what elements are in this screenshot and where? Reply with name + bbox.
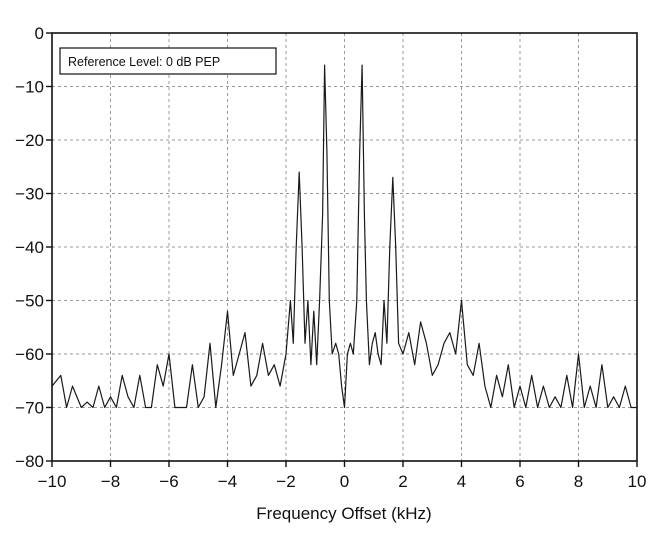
y-tick-label: 0 [35,24,44,43]
grid [52,33,637,461]
y-tick-label: −60 [15,345,44,364]
y-tick-label: −70 [15,399,44,418]
y-tick-label: −80 [15,452,44,471]
y-axis-ticks: 0 −10 −20 −30 −40 −50 −60 −70 −80 [15,24,52,471]
x-tick-label: −8 [101,472,120,491]
y-tick-label: −50 [15,292,44,311]
x-tick-label: 6 [515,472,524,491]
x-tick-label: 2 [398,472,407,491]
legend-label: Reference Level: 0 dB PEP [68,55,220,69]
x-tick-label: 10 [628,472,647,491]
x-tick-label: −10 [38,472,67,491]
y-tick-label: −30 [15,185,44,204]
x-tick-label: −2 [276,472,295,491]
x-tick-label: −6 [159,472,178,491]
legend-box: Reference Level: 0 dB PEP [59,47,277,75]
x-tick-label: −4 [218,472,237,491]
y-tick-label: −10 [15,78,44,97]
x-tick-label: 4 [457,472,466,491]
x-tick-label: 8 [574,472,583,491]
spectrum-trace [51,64,637,409]
x-axis-title: Frequency Offset (kHz) [256,504,431,523]
x-axis-ticks: −10 −8 −6 −4 −2 0 2 4 6 8 10 [38,461,647,491]
y-tick-label: −20 [15,131,44,150]
x-tick-label: 0 [340,472,349,491]
y-tick-label: −40 [15,238,44,257]
legend-frame [59,47,277,75]
